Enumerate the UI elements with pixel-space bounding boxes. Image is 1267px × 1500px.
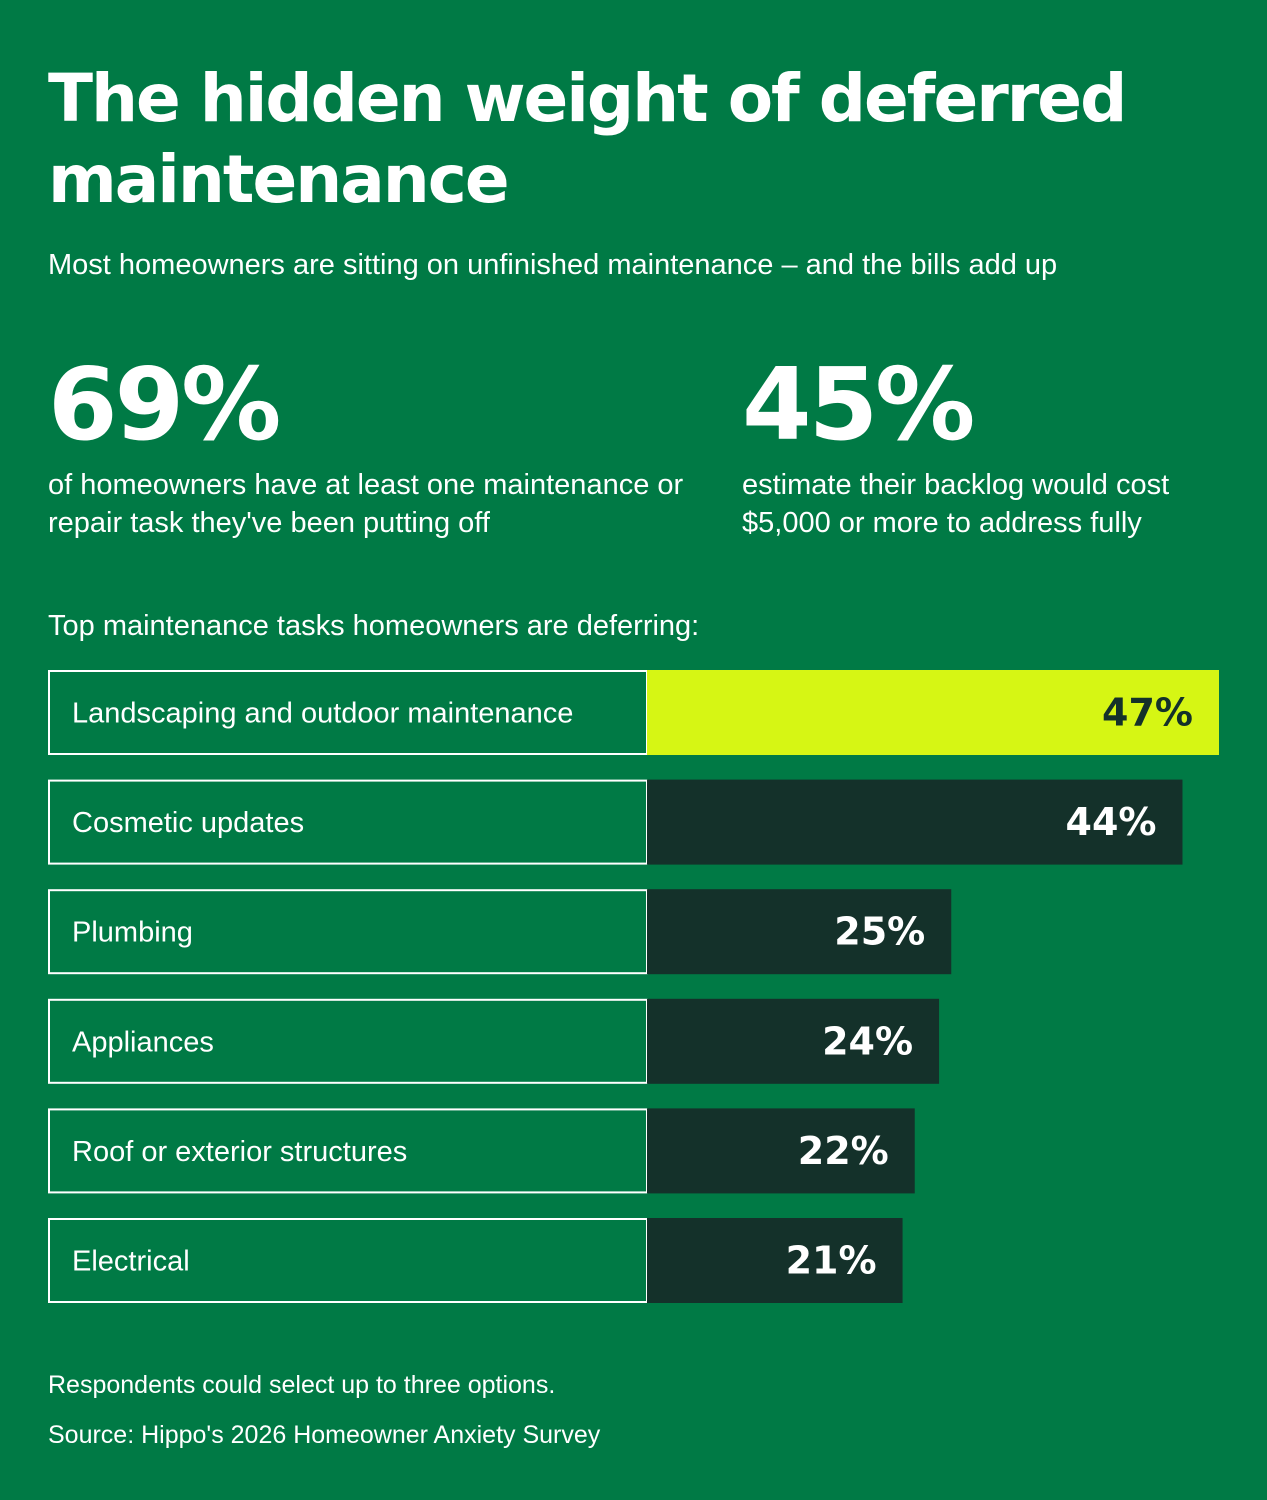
category-label: Cosmetic updates <box>72 807 304 839</box>
bar <box>647 889 952 975</box>
data-label: 47% <box>1102 691 1193 735</box>
chart-title: Top maintenance tasks homeowners are def… <box>48 610 700 642</box>
bar <box>647 1108 915 1194</box>
bar-row: Landscaping and outdoor maintenance 47% <box>48 670 1219 755</box>
bar <box>647 998 940 1084</box>
page-subtitle: Most homeowners are sitting on unfinishe… <box>48 249 1058 281</box>
bar <box>647 779 1183 865</box>
bar-row: Roof or exterior structures 22% <box>48 1108 915 1194</box>
category-label: Roof or exterior structures <box>72 1136 407 1168</box>
data-label: 44% <box>1066 800 1157 844</box>
bar <box>647 670 1219 755</box>
category-label: Landscaping and outdoor maintenance <box>72 698 573 730</box>
stat-block-homeowners: 69% of homeowners have at least one main… <box>48 350 708 542</box>
data-label: 25% <box>834 910 925 954</box>
bar-row: Plumbing 25% <box>48 889 952 975</box>
stat-description: of homeowners have at least one maintena… <box>48 469 684 539</box>
bar-row: Electrical 21% <box>48 1218 903 1303</box>
bar-chart: Landscaping and outdoor maintenance 47% Co… <box>48 670 1219 1303</box>
stat-description: estimate their backlog would cost $5,000… <box>742 469 1170 539</box>
category-label: Appliances <box>72 1026 214 1058</box>
bar-row: Cosmetic updates 44% <box>48 779 1183 865</box>
stat-value: 69% <box>48 346 281 463</box>
bar-row: Appliances 24% <box>48 998 940 1084</box>
bar <box>647 1218 903 1303</box>
data-label: 22% <box>798 1129 889 1173</box>
category-label: Electrical <box>72 1246 190 1278</box>
page-title: The hidden weight of deferred maintenanc… <box>48 60 1127 218</box>
stat-value: 45% <box>742 346 975 463</box>
data-label: 21% <box>786 1239 877 1283</box>
category-label: Plumbing <box>72 917 193 949</box>
data-label: 24% <box>822 1019 913 1063</box>
footnote-respondents: Respondents could select up to three opt… <box>48 1371 556 1399</box>
footnote-source: Source: Hippo's 2026 Homeowner Anxiety S… <box>48 1421 601 1449</box>
stat-block-backlog-cost: 45% estimate their backlog would cost $5… <box>742 350 1242 542</box>
